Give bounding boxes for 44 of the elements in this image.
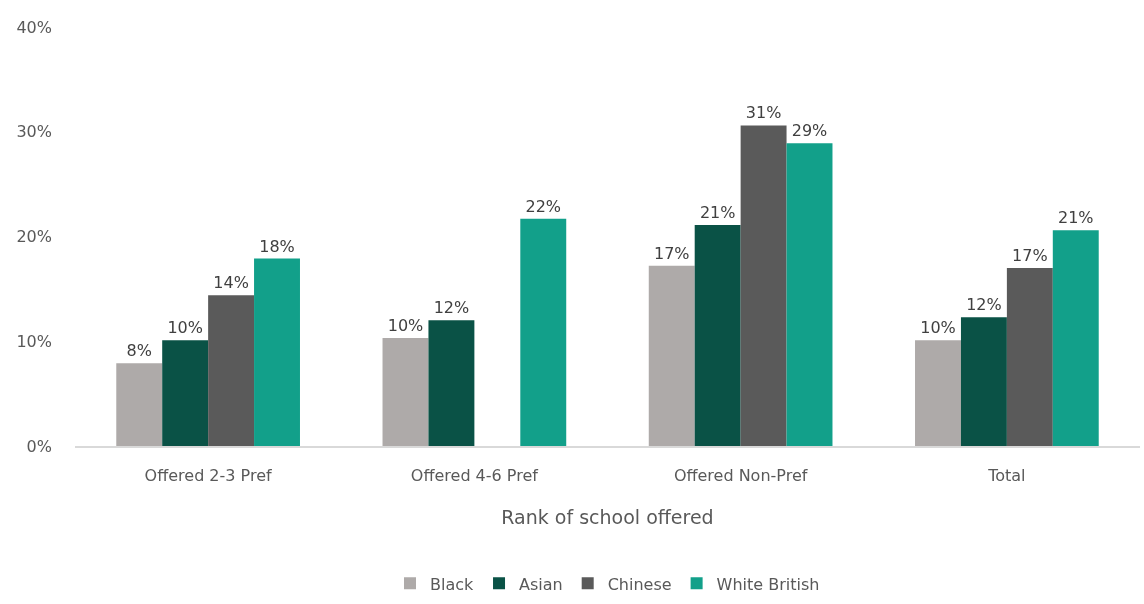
y-tick-label: 10% (16, 331, 52, 351)
legend-label: Asian (519, 574, 563, 594)
bar (208, 295, 255, 446)
data-label: 22% (525, 196, 562, 216)
bar (162, 340, 209, 446)
legend-label: Chinese (607, 574, 672, 594)
bar (786, 143, 833, 446)
bar (382, 338, 429, 446)
bar (1006, 267, 1053, 446)
y-tick-label: 20% (16, 227, 52, 247)
data-label: 10% (387, 316, 424, 336)
legend-label: White British (716, 574, 820, 594)
bar (520, 218, 567, 446)
data-label: 8% (126, 341, 152, 361)
data-label: 10% (920, 318, 956, 338)
y-tick-label: 40% (16, 17, 52, 37)
bar (694, 224, 741, 446)
data-label: 17% (653, 243, 690, 263)
y-tick-label: 0% (26, 436, 52, 456)
bar (915, 340, 961, 446)
x-tick-label: Offered 4-6 Pref (410, 466, 539, 486)
bar (960, 317, 1007, 446)
bar (254, 258, 300, 446)
data-label: 31% (745, 103, 782, 123)
data-label: 29% (791, 121, 828, 141)
data-label: 18% (259, 236, 295, 256)
x-tick-label: Offered 2-3 Pref (144, 466, 273, 486)
data-label: 21% (1057, 208, 1094, 228)
data-label: 21% (699, 202, 736, 222)
bar (428, 320, 475, 446)
data-label: 14% (213, 273, 249, 293)
x-axis-title: Rank of school offered (501, 505, 714, 528)
bar (648, 265, 695, 446)
data-label: 12% (433, 298, 470, 318)
y-tick-label: 30% (16, 122, 52, 142)
bar (116, 363, 163, 446)
data-label: 10% (167, 318, 203, 338)
data-label: 17% (1012, 245, 1048, 265)
x-tick-label: Total (987, 466, 1026, 486)
legend-label: Black (430, 574, 475, 594)
data-label: 12% (966, 295, 1002, 315)
bar (1052, 230, 1099, 446)
x-tick-label: Offered Non-Pref (673, 466, 808, 486)
bar (740, 125, 787, 446)
